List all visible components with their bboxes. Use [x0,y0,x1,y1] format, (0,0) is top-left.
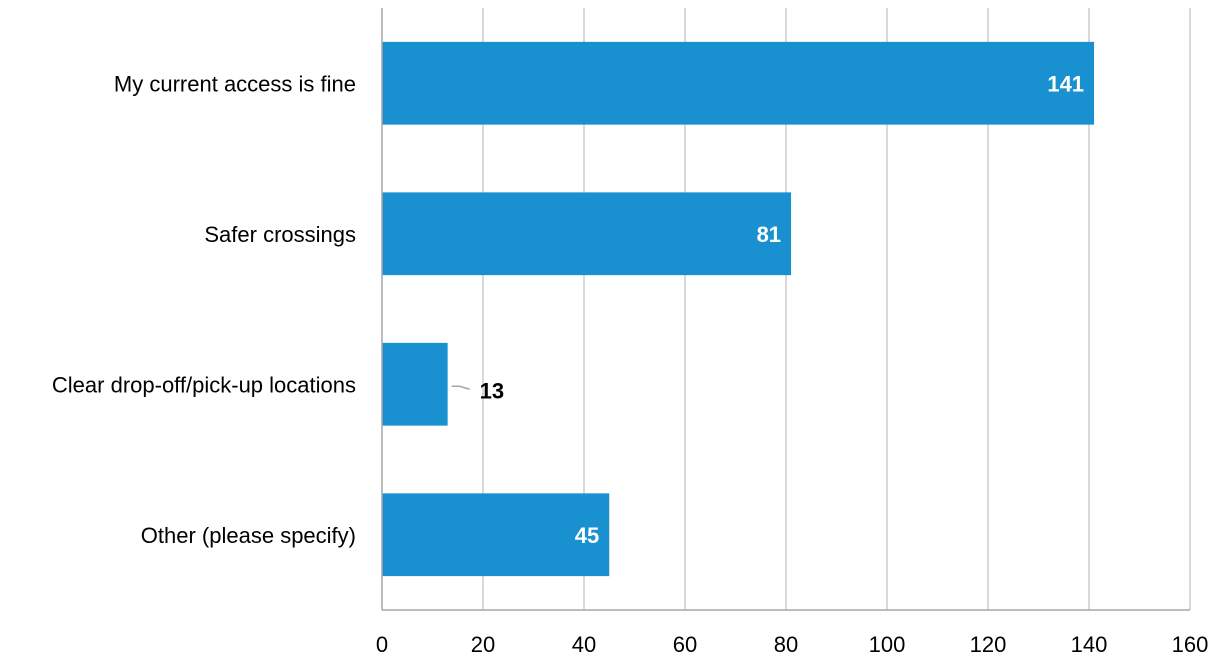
bar [382,41,1095,125]
category-label: Other (please specify) [141,523,356,548]
data-label: 45 [575,523,599,548]
x-tick-label: 160 [1172,632,1209,657]
category-label: Clear drop-off/pick-up locations [52,372,356,397]
x-tick-label: 80 [774,632,798,657]
leader-line [451,385,470,390]
x-tick-label: 40 [572,632,596,657]
bar [382,342,448,426]
bars [382,41,1095,577]
x-tick-label: 120 [970,632,1007,657]
axes [381,8,1190,611]
labels: 0 20 40 60 80 100 120 140 160 My current access i… [52,71,1208,657]
category-label: Safer crossings [204,222,356,247]
x-tick-label: 0 [376,632,388,657]
category-label: My current access is fine [114,71,356,96]
x-tick-label: 100 [869,632,906,657]
data-label: 13 [480,378,504,403]
x-tick-label: 140 [1071,632,1108,657]
x-tick-label: 20 [471,632,495,657]
bar [382,192,792,276]
bar [382,493,610,577]
data-label: 81 [757,222,781,247]
data-label: 141 [1047,71,1084,96]
x-tick-label: 60 [673,632,697,657]
